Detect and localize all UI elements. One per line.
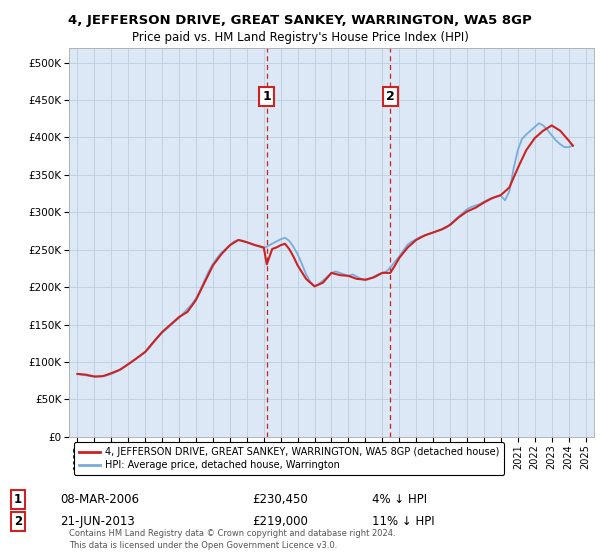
Text: 4, JEFFERSON DRIVE, GREAT SANKEY, WARRINGTON, WA5 8GP: 4, JEFFERSON DRIVE, GREAT SANKEY, WARRIN… — [68, 14, 532, 27]
Text: 21-JUN-2013: 21-JUN-2013 — [60, 515, 135, 529]
Text: 2: 2 — [14, 515, 22, 529]
Text: 4% ↓ HPI: 4% ↓ HPI — [372, 493, 427, 506]
Text: 1: 1 — [14, 493, 22, 506]
Text: £219,000: £219,000 — [252, 515, 308, 529]
Text: 2: 2 — [386, 90, 395, 102]
Text: Contains HM Land Registry data © Crown copyright and database right 2024.
This d: Contains HM Land Registry data © Crown c… — [69, 529, 395, 550]
Text: £230,450: £230,450 — [252, 493, 308, 506]
Legend: 4, JEFFERSON DRIVE, GREAT SANKEY, WARRINGTON, WA5 8GP (detached house), HPI: Ave: 4, JEFFERSON DRIVE, GREAT SANKEY, WARRIN… — [74, 442, 504, 475]
Text: Price paid vs. HM Land Registry's House Price Index (HPI): Price paid vs. HM Land Registry's House … — [131, 31, 469, 44]
Text: 08-MAR-2006: 08-MAR-2006 — [60, 493, 139, 506]
Text: 11% ↓ HPI: 11% ↓ HPI — [372, 515, 434, 529]
Text: 1: 1 — [262, 90, 271, 102]
